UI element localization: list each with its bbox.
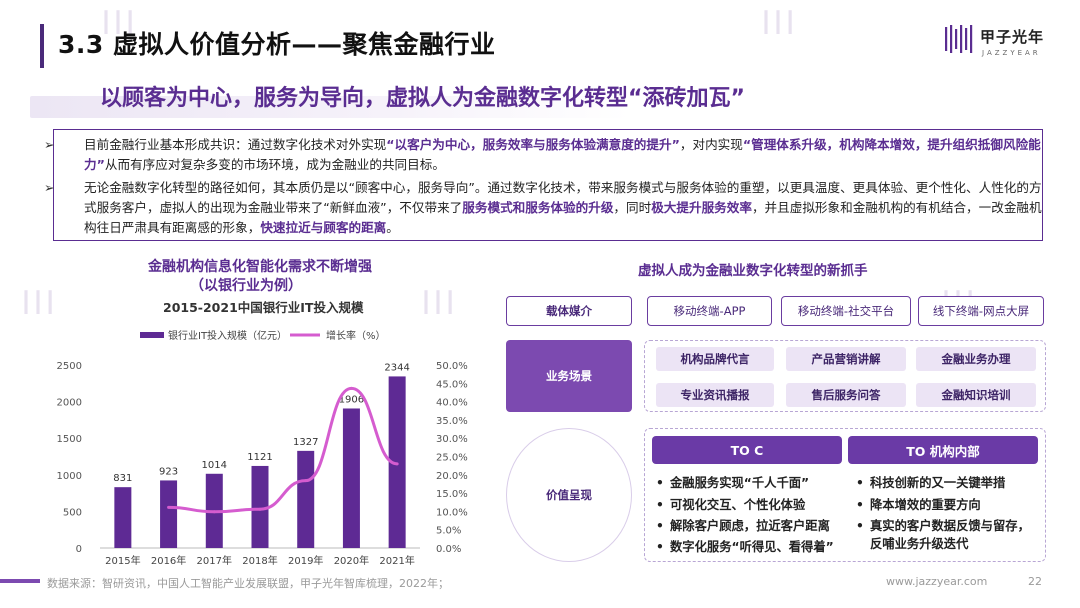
x-tick-label: 2018年 [242, 554, 277, 567]
to-c-item: • 金融服务实现“千人千面” [656, 476, 810, 490]
y-right-tick-label: 20.0% [436, 471, 468, 482]
bar [160, 480, 178, 548]
growth-rate-line [168, 386, 398, 514]
bar-data-label: 1014 [202, 460, 227, 471]
y-left-tick-label: 500 [63, 507, 82, 518]
to-b-item-continued: 反哺业务升级迭代 [870, 537, 969, 551]
to-b-item: • 降本增效的重要方向 [856, 498, 981, 512]
x-tick-label: 2015年 [105, 554, 140, 567]
carrier-label: 载体媒介 [506, 296, 632, 326]
logo-icon [945, 25, 973, 53]
y-left-tick-label: 1500 [57, 434, 82, 445]
watermark: ┃┃┃ [420, 290, 457, 314]
growth-rate-point [167, 505, 171, 509]
scenario-item: 机构品牌代言 [656, 347, 774, 371]
legend-bar-swatch [140, 332, 164, 338]
y-left-tick-label: 1000 [57, 471, 82, 482]
diagram-title: 虚拟人成为金融业数字化转型的新抓手 [638, 263, 868, 279]
watermark: ┃┃┃ [100, 10, 137, 34]
chart-heading: 金融机构信息化智能化需求不断增强 [148, 259, 372, 275]
bar [342, 408, 360, 548]
value-container [644, 428, 1046, 562]
x-tick-label: 2016年 [151, 554, 186, 567]
page-title: 3.3 虚拟人价值分析——聚焦金融行业 [58, 30, 496, 59]
carrier-social: 移动终端-社交平台 [781, 296, 911, 326]
to-b-header: TO 机构内部 [848, 436, 1038, 464]
scenario-label: 业务场景 [506, 340, 632, 412]
x-tick-label: 2021年 [379, 554, 414, 567]
bar-data-label: 923 [159, 466, 178, 477]
footer-accent [0, 579, 40, 583]
it-investment-chart: 银行业IT投入规模（亿元） 增长率（%） 0 500 1000 1500 2000 2500 0… [57, 329, 468, 567]
y-right-tick-label: 10.0% [436, 507, 468, 518]
bar-data-label: 831 [113, 473, 132, 484]
to-b-item: • 真实的客户数据反馈与留存， [856, 519, 1030, 533]
growth-rate-point [349, 386, 353, 390]
growth-rate-point [304, 479, 308, 483]
to-c-item: • 数字化服务“听得见、看得着” [656, 540, 834, 554]
y-right-tick-label: 45.0% [436, 379, 468, 390]
bar [114, 487, 132, 548]
bar [251, 465, 269, 548]
bar-data-label: 2344 [384, 362, 409, 373]
growth-rate-point [258, 507, 262, 511]
summary-paragraph-1: ➢ 目前金融行业基本形成共识：通过数字化技术对外实现“以客户为中心，服务效率与服务… [44, 137, 1041, 172]
scenario-item: 金融知识培训 [916, 383, 1036, 407]
to-c-item: • 解除客户顾虑，拉近客户距离 [656, 519, 830, 533]
y-right-tick-label: 25.0% [436, 453, 468, 464]
bar-data-label: 1121 [247, 452, 272, 463]
x-tick-label: 2017年 [197, 554, 232, 567]
arrow-bullet-icon: ➢ [44, 137, 55, 152]
y-left-tick-label: 0 [76, 544, 82, 555]
x-tick-label: 2020年 [334, 554, 369, 567]
scenario-item: 售后服务问答 [786, 383, 906, 407]
chart-heading-sub: （以银行业为例） [190, 278, 302, 294]
chart-title: 2015-2021中国银行业IT投入规模 [163, 300, 364, 315]
carrier-offline: 线下终端-网点大屏 [918, 296, 1044, 326]
to-c-item: • 可视化交互、个性化体验 [656, 498, 806, 512]
website-link[interactable]: www.jazzyear.com [886, 575, 988, 588]
logo-subtext: JAZZYEAR [982, 49, 1041, 57]
watermark: ┃┃┃ [20, 290, 57, 314]
summary-paragraph-2: ➢ 无论金融数字化转型的路径如何，其本质仍是以“顾客中心，服务导向”。通过数字化技… [44, 180, 1042, 235]
subtitle: 以顾客为中心，服务为导向，虚拟人为金融数字化转型“添砖加瓦” [100, 86, 745, 111]
title-accent-bar [40, 24, 44, 68]
legend-bar-label: 银行业IT投入规模（亿元） [168, 329, 287, 342]
bar-data-label: 1906 [339, 394, 364, 405]
y-right-tick-label: 35.0% [436, 416, 468, 427]
scenario-item: 专业资讯播报 [656, 383, 774, 407]
growth-rate-point [395, 462, 399, 466]
y-right-tick-label: 0.0% [436, 544, 461, 555]
y-right-tick-label: 5.0% [436, 526, 461, 537]
y-left-tick-label: 2000 [57, 398, 82, 409]
arrow-bullet-icon: ➢ [44, 180, 55, 195]
carrier-app: 移动终端-APP [647, 296, 772, 326]
page-number: 22 [1028, 575, 1042, 588]
legend-line-label: 增长率（%） [326, 329, 386, 342]
y-right-tick-label: 40.0% [436, 398, 468, 409]
to-c-header: TO C [652, 436, 842, 464]
watermark: ┃┃┃ [760, 10, 797, 34]
summary-box: ➢ 目前金融行业基本形成共识：通过数字化技术对外实现“以客户为中心，服务效率与服务… [44, 129, 1043, 241]
y-right-tick-label: 30.0% [436, 434, 468, 445]
y-right-tick-label: 50.0% [436, 361, 468, 372]
bar [297, 450, 315, 548]
x-tick-label: 2019年 [288, 554, 323, 567]
bar-data-label: 1327 [293, 437, 318, 448]
scenario-item: 金融业务办理 [916, 347, 1036, 371]
subtitle-background [30, 96, 630, 118]
scenario-item: 产品营销讲解 [786, 347, 906, 371]
growth-rate-point [212, 510, 216, 514]
logo-text: 甲子光年 [980, 28, 1045, 46]
to-b-item: • 科技创新的又一关键举措 [856, 476, 1006, 490]
value-label: 价值呈现 [506, 428, 632, 562]
scenario-container [644, 340, 1046, 412]
y-right-tick-label: 15.0% [436, 489, 468, 500]
y-left-tick-label: 2500 [57, 361, 82, 372]
bar [388, 376, 406, 548]
data-source: 数据来源：智研资讯，中国人工智能产业发展联盟，甲子光年智库梳理，2022年； [47, 577, 449, 590]
